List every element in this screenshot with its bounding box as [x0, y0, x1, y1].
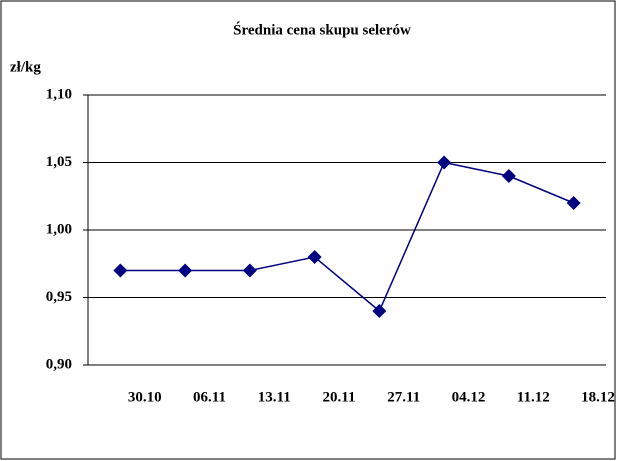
y-tick-label: 1,05 [46, 154, 72, 170]
marker [242, 263, 257, 278]
y-tick-label: 0,95 [46, 289, 72, 305]
y-tick-label: 1,00 [46, 221, 72, 237]
y-tick-label: 1,10 [46, 86, 72, 102]
y-tick-label: 0,90 [46, 356, 72, 372]
marker [566, 196, 581, 210]
marker [372, 304, 387, 318]
marker [113, 263, 128, 278]
x-tick-label: 06.11 [193, 389, 226, 405]
x-tick-label: 20.11 [323, 389, 356, 405]
x-tick-label: 27.11 [387, 389, 420, 405]
y-axis-label: zł/kg [10, 59, 41, 75]
line [120, 161, 574, 313]
chart-title: Średnia cena skupu selerów [233, 21, 411, 38]
x-tick-label: 04.12 [452, 389, 486, 405]
x-tick-label: 30.10 [128, 389, 162, 405]
marker [178, 263, 193, 278]
x-tick-label: 13.11 [258, 389, 291, 405]
x-tick-label: 11.12 [517, 389, 550, 405]
marker [501, 169, 516, 183]
marker [307, 250, 322, 264]
marker [437, 155, 452, 170]
x-tick-label: 18.12 [581, 389, 615, 405]
